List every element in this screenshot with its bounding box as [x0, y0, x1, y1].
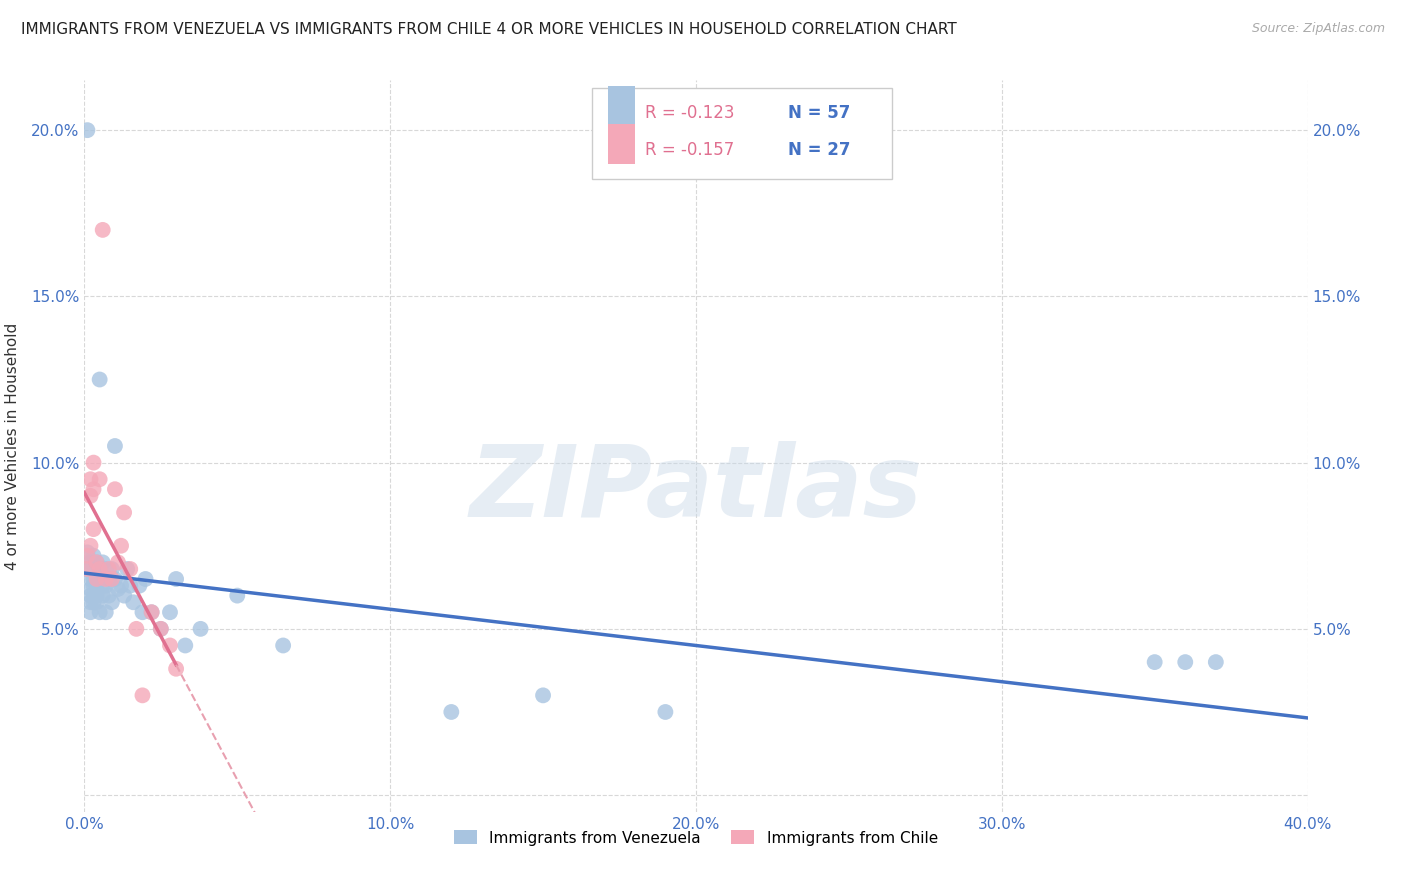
Point	[120, 562, 142, 576]
Point	[79, 555, 101, 569]
Point	[83, 595, 105, 609]
Point	[83, 522, 105, 536]
Point	[115, 562, 138, 576]
Point	[165, 662, 187, 676]
Point	[97, 589, 120, 603]
Point	[86, 579, 108, 593]
Point	[94, 572, 117, 586]
Point	[120, 579, 142, 593]
Point	[83, 579, 105, 593]
Point	[1143, 655, 1166, 669]
Point	[271, 639, 294, 653]
Point	[440, 705, 463, 719]
Point	[141, 605, 163, 619]
Legend: Immigrants from Venezuela, Immigrants from Chile: Immigrants from Venezuela, Immigrants fr…	[449, 824, 943, 852]
Point	[89, 572, 111, 586]
Point	[190, 622, 212, 636]
Point	[83, 482, 105, 496]
Point	[101, 562, 124, 576]
Point	[110, 579, 132, 593]
Text: N = 57: N = 57	[787, 104, 851, 122]
Point	[654, 705, 676, 719]
Point	[1174, 655, 1197, 669]
Point	[94, 605, 117, 619]
Point	[76, 562, 98, 576]
Point	[122, 595, 145, 609]
Point	[110, 539, 132, 553]
Point	[83, 456, 105, 470]
Point	[76, 549, 98, 563]
Text: R = -0.157: R = -0.157	[644, 141, 734, 159]
Point	[107, 555, 129, 569]
Point	[101, 595, 124, 609]
FancyBboxPatch shape	[607, 124, 636, 164]
Point	[159, 605, 181, 619]
Point	[107, 582, 129, 596]
Point	[86, 555, 108, 569]
Point	[104, 439, 127, 453]
Y-axis label: 4 or more Vehicles in Household: 4 or more Vehicles in Household	[6, 322, 20, 570]
Point	[101, 572, 124, 586]
Point	[86, 595, 108, 609]
Point	[159, 639, 181, 653]
Point	[86, 572, 108, 586]
Point	[79, 472, 101, 486]
Point	[79, 589, 101, 603]
Text: N = 27: N = 27	[787, 141, 851, 159]
Point	[112, 506, 135, 520]
Point	[79, 489, 101, 503]
Point	[131, 689, 153, 703]
Point	[89, 562, 111, 576]
Point	[149, 622, 172, 636]
Text: Source: ZipAtlas.com: Source: ZipAtlas.com	[1251, 22, 1385, 36]
FancyBboxPatch shape	[607, 87, 636, 127]
Point	[79, 595, 101, 609]
Point	[104, 482, 127, 496]
Point	[83, 572, 105, 586]
Point	[94, 562, 117, 576]
Point	[128, 579, 150, 593]
Point	[79, 605, 101, 619]
Point	[89, 605, 111, 619]
Point	[91, 579, 114, 593]
Point	[83, 589, 105, 603]
Point	[79, 539, 101, 553]
Point	[89, 372, 111, 386]
Point	[76, 123, 98, 137]
Point	[131, 605, 153, 619]
Point	[165, 572, 187, 586]
Text: IMMIGRANTS FROM VENEZUELA VS IMMIGRANTS FROM CHILE 4 OR MORE VEHICLES IN HOUSEHO: IMMIGRANTS FROM VENEZUELA VS IMMIGRANTS …	[21, 22, 957, 37]
Point	[83, 549, 105, 563]
Point	[76, 562, 98, 576]
Point	[112, 589, 135, 603]
Point	[174, 639, 197, 653]
Text: ZIPatlas: ZIPatlas	[470, 442, 922, 539]
Point	[89, 562, 111, 576]
Point	[91, 555, 114, 569]
Point	[94, 579, 117, 593]
Point	[89, 472, 111, 486]
Point	[226, 589, 249, 603]
Point	[1205, 655, 1227, 669]
Point	[91, 589, 114, 603]
Point	[91, 223, 114, 237]
FancyBboxPatch shape	[592, 87, 891, 179]
Point	[86, 555, 108, 569]
Point	[76, 545, 98, 559]
Point	[97, 572, 120, 586]
Point	[79, 572, 101, 586]
Point	[149, 622, 172, 636]
Point	[79, 582, 101, 596]
Point	[97, 562, 120, 576]
Point	[531, 689, 554, 703]
Point	[104, 572, 127, 586]
Point	[86, 589, 108, 603]
Point	[141, 605, 163, 619]
Point	[135, 572, 157, 586]
Point	[125, 622, 148, 636]
Text: R = -0.123: R = -0.123	[644, 104, 734, 122]
